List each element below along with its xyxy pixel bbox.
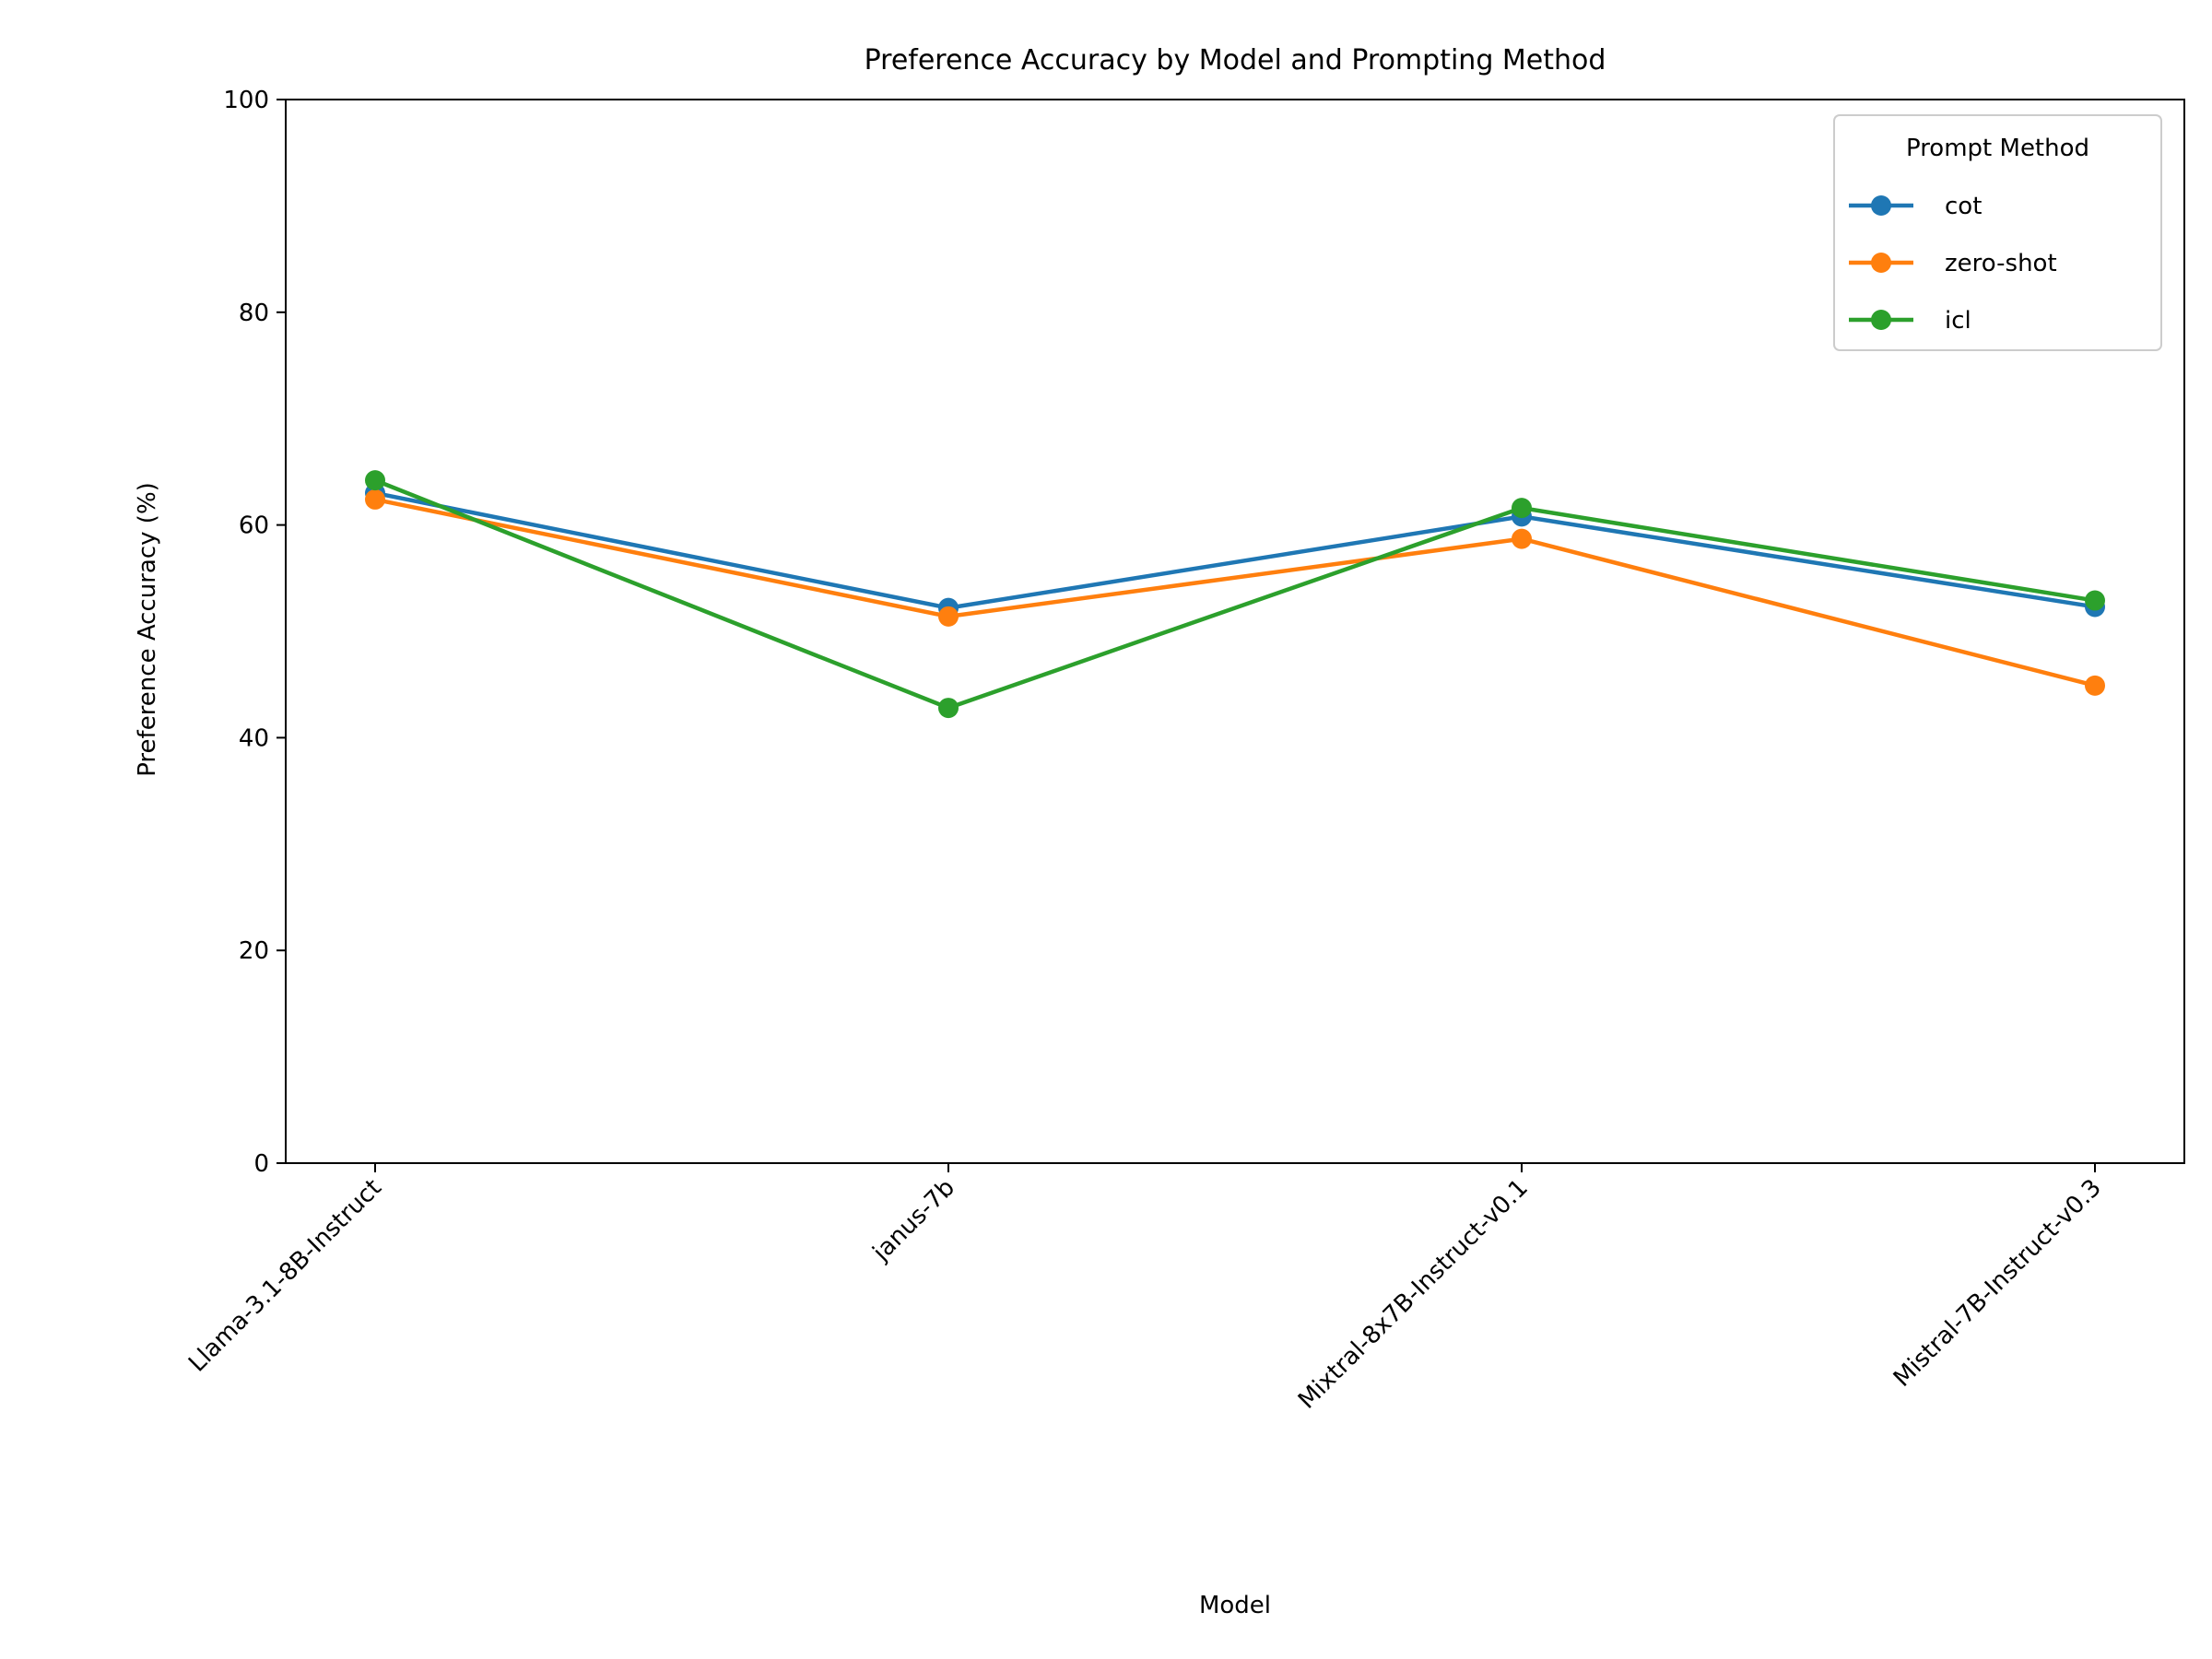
- series-line-cot: [372, 490, 2098, 610]
- data-point-zero-shot: [938, 606, 959, 627]
- data-point-icl: [938, 698, 959, 719]
- legend-label-cot: cot: [1945, 193, 1982, 220]
- legend-label-icl: icl: [1945, 307, 1971, 335]
- y-tick-label: 80: [239, 300, 269, 327]
- x-tick-label: janus-7b: [867, 1174, 960, 1267]
- series-line-zero-shot: [372, 497, 2098, 688]
- data-point-icl: [365, 470, 385, 491]
- legend: Prompt Method cot zero-shot icl: [1833, 114, 2162, 351]
- legend-swatch-marker: [1871, 253, 1891, 273]
- data-point-zero-shot: [1512, 528, 1532, 549]
- plot-frame: [285, 99, 2185, 1164]
- legend-label-zero-shot: zero-shot: [1945, 250, 2057, 277]
- x-tick-label: Mixtral-8x7B-Instruct-v0.1: [1293, 1174, 1534, 1415]
- x-tick-label: Mistral-7B-Instruct-v0.3: [1888, 1174, 2107, 1393]
- y-tick-label: 20: [239, 937, 269, 965]
- data-point-zero-shot: [365, 488, 385, 510]
- y-tick-label: 100: [223, 87, 269, 114]
- y-axis-label: Preference Accuracy (%): [134, 482, 161, 777]
- series-line-icl: [372, 477, 2098, 711]
- data-point-icl: [2085, 590, 2105, 611]
- y-tick-label: 60: [239, 512, 269, 540]
- legend-swatch-marker: [1871, 310, 1891, 330]
- x-axis-label: Model: [1199, 1592, 1271, 1619]
- legend-title: Prompt Method: [1906, 135, 2089, 162]
- data-point-icl: [1512, 498, 1532, 519]
- legend-swatch-marker: [1871, 195, 1891, 216]
- y-tick-label: 40: [239, 724, 269, 752]
- data-point-zero-shot: [2085, 675, 2105, 696]
- legend-box: [1833, 114, 2162, 351]
- chart-title: Preference Accuracy by Model and Prompti…: [865, 44, 1606, 76]
- x-tick-label: Llama-3.1-8B-Instruct: [183, 1174, 387, 1378]
- y-tick-label: 0: [253, 1150, 269, 1178]
